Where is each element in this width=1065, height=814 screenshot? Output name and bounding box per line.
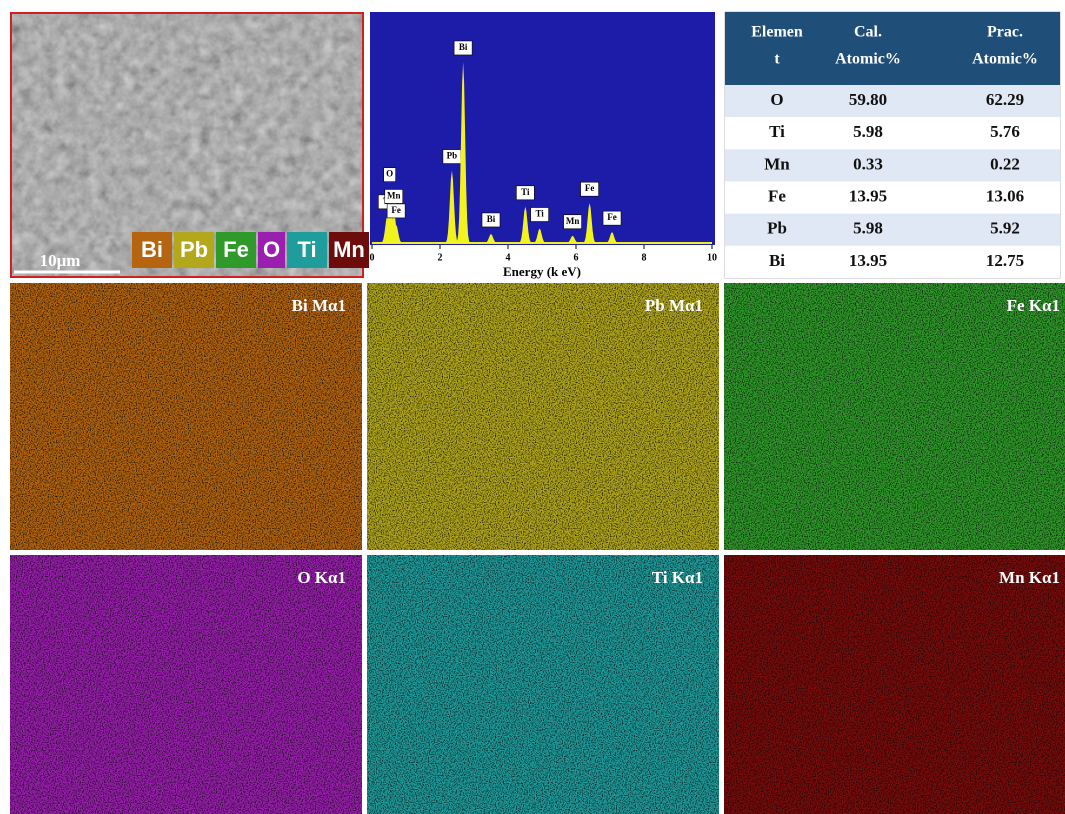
x-axis-label: Energy (k eV) — [503, 264, 581, 279]
peak-label: Ti — [521, 187, 530, 197]
header-cell: Cal. — [854, 24, 882, 41]
table-row — [725, 85, 1060, 118]
peak-label: Bi — [487, 214, 496, 224]
table-cell: 62.29 — [986, 90, 1024, 109]
peak — [451, 61, 476, 244]
peak-label: Fe — [585, 183, 595, 193]
peak-label: Pb — [447, 151, 458, 161]
legend-chip — [174, 232, 214, 268]
x-tick-label: 2 — [438, 252, 443, 263]
peak-label-box — [563, 214, 582, 230]
peak-label-box — [602, 210, 622, 226]
header-cell: Atomic% — [972, 51, 1038, 68]
table-header — [725, 12, 1060, 85]
legend-chip — [258, 232, 285, 268]
table-cell: O — [770, 90, 783, 109]
x-tick-label: 4 — [506, 252, 511, 263]
table-cell: Pb — [767, 219, 787, 238]
table-row — [725, 181, 1060, 214]
sem-border — [10, 12, 364, 278]
map-label: Mn Kα1 — [999, 568, 1060, 587]
map-label: Pb Mα1 — [645, 296, 703, 315]
table-cell: 5.76 — [990, 122, 1020, 141]
map-texture — [724, 283, 1065, 550]
peak-label: O — [386, 169, 393, 179]
map-texture — [724, 555, 1065, 814]
x-tick-label: 10 — [707, 252, 717, 263]
peak-label: Mn — [387, 190, 401, 200]
map-label: O Kα1 — [297, 568, 346, 587]
table-cell: 0.22 — [990, 154, 1020, 173]
map-label: Fe Kα1 — [1007, 296, 1060, 315]
peak-label-box — [384, 189, 404, 204]
map-texture — [367, 283, 719, 550]
peak-label-box — [453, 40, 473, 56]
header-cell: Prac. — [987, 24, 1023, 41]
table-cell: 5.98 — [853, 122, 883, 141]
map-texture — [10, 555, 362, 814]
map-texture — [367, 555, 719, 814]
table-cell: 5.98 — [853, 219, 883, 238]
peak — [577, 203, 602, 243]
peak-label: Mn — [566, 216, 580, 226]
table-cell: Mn — [764, 154, 790, 173]
peak-label-box — [530, 207, 549, 222]
peak — [600, 232, 625, 243]
peak-label-box — [580, 181, 599, 197]
x-tick-label: 6 — [574, 252, 579, 263]
peak-label-box — [516, 185, 535, 201]
peak-label: Fe — [391, 205, 401, 215]
table-row — [725, 245, 1060, 278]
table-cell: Ti — [769, 122, 785, 141]
table-cell: 0.33 — [853, 154, 883, 173]
table-cell: Bi — [769, 251, 785, 270]
peak — [439, 170, 464, 243]
table-cell: 5.92 — [990, 219, 1020, 238]
table-cell: 13.06 — [986, 186, 1024, 205]
table-cell: 12.75 — [986, 251, 1024, 270]
legend-chip — [287, 232, 327, 268]
peak — [479, 233, 503, 243]
peak — [527, 228, 552, 243]
peak-label-box — [481, 212, 501, 228]
table-cell: 13.95 — [849, 251, 887, 270]
table-row — [725, 117, 1060, 150]
spectrum-bg — [370, 12, 715, 245]
header-cell: t — [774, 51, 780, 68]
header-cell: Elemen — [751, 24, 803, 41]
map-texture — [10, 283, 362, 550]
table-cell: 13.95 — [849, 186, 887, 205]
peak — [513, 206, 538, 243]
peak-label: Bi — [459, 42, 468, 52]
legend-label: O — [263, 237, 280, 262]
legend-label: Ti — [297, 237, 316, 262]
peak-label-box — [386, 203, 406, 219]
legend-chip — [329, 232, 369, 268]
peak — [384, 224, 409, 243]
x-tick-label: 8 — [642, 252, 647, 263]
legend-chip — [216, 232, 256, 268]
peak-label-box — [383, 167, 396, 182]
scale-label: 10μm — [40, 251, 81, 270]
table-cell: 59.80 — [849, 90, 887, 109]
x-tick-label: 0 — [370, 252, 375, 263]
peak — [381, 210, 406, 243]
legend-label: Fe — [223, 237, 249, 262]
legend-label: Bi — [141, 237, 163, 262]
peak-label: Ti — [535, 209, 544, 219]
legend-label: Mn — [333, 237, 365, 262]
table-cell: Fe — [768, 186, 786, 205]
legend-chip — [132, 232, 172, 268]
legend-label: Pb — [180, 237, 208, 262]
header-cell: Atomic% — [835, 51, 901, 68]
map-label: Bi Mα1 — [292, 296, 346, 315]
table-row — [725, 213, 1060, 246]
map-label: Ti Kα1 — [652, 568, 703, 587]
peak-label: Fe — [607, 212, 617, 222]
table-row — [725, 149, 1060, 182]
peak — [560, 235, 585, 243]
